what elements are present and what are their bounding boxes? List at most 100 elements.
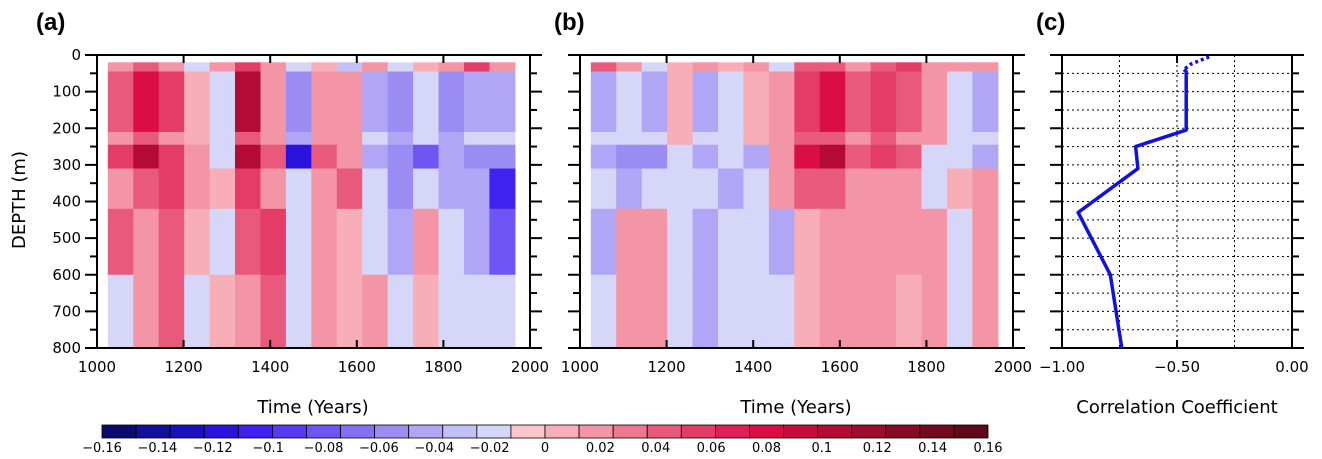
heatmap-cell	[616, 144, 643, 170]
heatmap-cell	[768, 208, 795, 276]
x-tick-label: −1.00	[1039, 358, 1085, 376]
y-tick-label: 800	[52, 339, 81, 357]
x-tick-label: 1400	[734, 358, 772, 376]
heatmap-cell	[946, 131, 974, 146]
heatmap-cell	[438, 62, 465, 73]
heatmap-cell	[489, 144, 516, 170]
colorbar-swatch	[203, 424, 239, 439]
heatmap-cell	[972, 71, 999, 133]
heatmap-cell	[311, 208, 338, 276]
colorbar-swatch	[101, 424, 137, 439]
heatmap-cell	[438, 208, 465, 276]
heatmap-cell	[489, 71, 516, 133]
heatmap-cell	[616, 274, 643, 349]
colorbar-label: −0.14	[137, 441, 177, 456]
x-tick-label: 1200	[648, 358, 686, 376]
heatmap-cell	[133, 168, 160, 210]
heatmap-cell	[158, 144, 185, 170]
heatmap-cell	[616, 168, 643, 210]
x-axis-title-c: Correlation Coefficient	[1076, 397, 1277, 418]
heatmap-cell	[158, 131, 185, 146]
colorbar-label: 0.1	[812, 441, 833, 456]
heatmap-cell	[794, 71, 821, 133]
heatmap-cell	[794, 168, 821, 210]
x-tick-label: 1000	[561, 358, 599, 376]
heatmap-cell	[158, 274, 185, 349]
heatmap-cell	[718, 62, 745, 73]
heatmap-cell	[489, 62, 516, 73]
heatmap-cell	[921, 131, 948, 146]
heatmap-cell	[768, 274, 795, 349]
heatmap-cell	[794, 131, 821, 146]
y-tick-label: 700	[52, 302, 81, 320]
heatmap-cell	[184, 131, 211, 146]
heatmap-cell	[768, 168, 795, 210]
heatmap-cell	[133, 131, 160, 146]
colorbar-swatch	[476, 424, 512, 439]
heatmap-cell	[896, 208, 923, 276]
heatmap-cell	[946, 144, 974, 170]
heatmap-cell	[667, 208, 694, 276]
heatmap-cell	[768, 71, 795, 133]
panel-label-c: (c)	[1036, 9, 1065, 36]
heatmap-cell	[285, 71, 312, 133]
colorbar-swatch	[306, 424, 341, 439]
heatmap-cell	[590, 144, 617, 170]
heatmap-cell	[921, 71, 948, 133]
colorbar-label: 0	[541, 441, 549, 456]
heatmap-cell	[285, 168, 312, 210]
heatmap-cell	[107, 274, 134, 349]
correlation-line	[1076, 68, 1188, 349]
heatmap-cell	[260, 131, 287, 146]
heatmap-cell	[184, 71, 211, 133]
heatmap-cell	[489, 131, 516, 146]
heatmap-cell	[870, 62, 897, 73]
heatmap-cell	[489, 168, 516, 210]
x-axis-title-b: Time (Years)	[739, 397, 851, 418]
heatmap-cell	[311, 71, 338, 133]
heatmap-cell	[463, 168, 491, 210]
x-tick-label: 1000	[78, 358, 116, 376]
x-tick-label: 1200	[165, 358, 203, 376]
heatmap-cell	[743, 144, 770, 170]
x-tick-label: 2000	[511, 358, 549, 376]
heatmap-cell	[489, 208, 516, 276]
heatmap-cell	[438, 144, 465, 170]
heatmap-cell	[362, 144, 389, 170]
heatmap-cell	[387, 168, 414, 210]
heatmap-cell	[184, 168, 211, 210]
heatmap-cell	[413, 131, 440, 146]
heatmap-cell	[413, 208, 440, 276]
heatmap-cell	[794, 274, 821, 349]
heatmap-cell	[718, 168, 745, 210]
heatmap-cell	[489, 274, 516, 349]
heatmap-cell	[184, 274, 211, 349]
colorbar-label: −0.06	[359, 441, 399, 456]
heatmap-cell	[285, 208, 312, 276]
y-tick-label: 100	[52, 83, 81, 101]
heatmap-cell	[438, 168, 465, 210]
heatmap-cell	[794, 208, 821, 276]
y-tick-label: 200	[52, 119, 81, 137]
heatmap-cell	[845, 131, 872, 146]
heatmap-cell	[362, 62, 389, 73]
heatmap-cell	[311, 131, 338, 146]
heatmap-cell	[260, 208, 287, 276]
heatmap-cell	[641, 208, 668, 276]
heatmap-cell	[463, 62, 491, 73]
heatmap-cell	[184, 144, 211, 170]
heatmap-cell	[692, 131, 719, 146]
heatmap-cell	[209, 131, 236, 146]
colorbar-swatch	[646, 424, 682, 439]
heatmap-cell	[235, 71, 262, 133]
y-tick-label: 0	[71, 46, 81, 64]
colorbar-label: −0.02	[470, 441, 510, 456]
heatmap-cell	[463, 71, 491, 133]
heatmap-cell	[743, 62, 770, 73]
heatmap-cell	[946, 208, 974, 276]
heatmap-cell	[133, 208, 160, 276]
heatmap-cell	[718, 131, 745, 146]
heatmap-cell	[870, 144, 897, 170]
heatmap-cell	[133, 71, 160, 133]
heatmap-cell	[870, 131, 897, 146]
